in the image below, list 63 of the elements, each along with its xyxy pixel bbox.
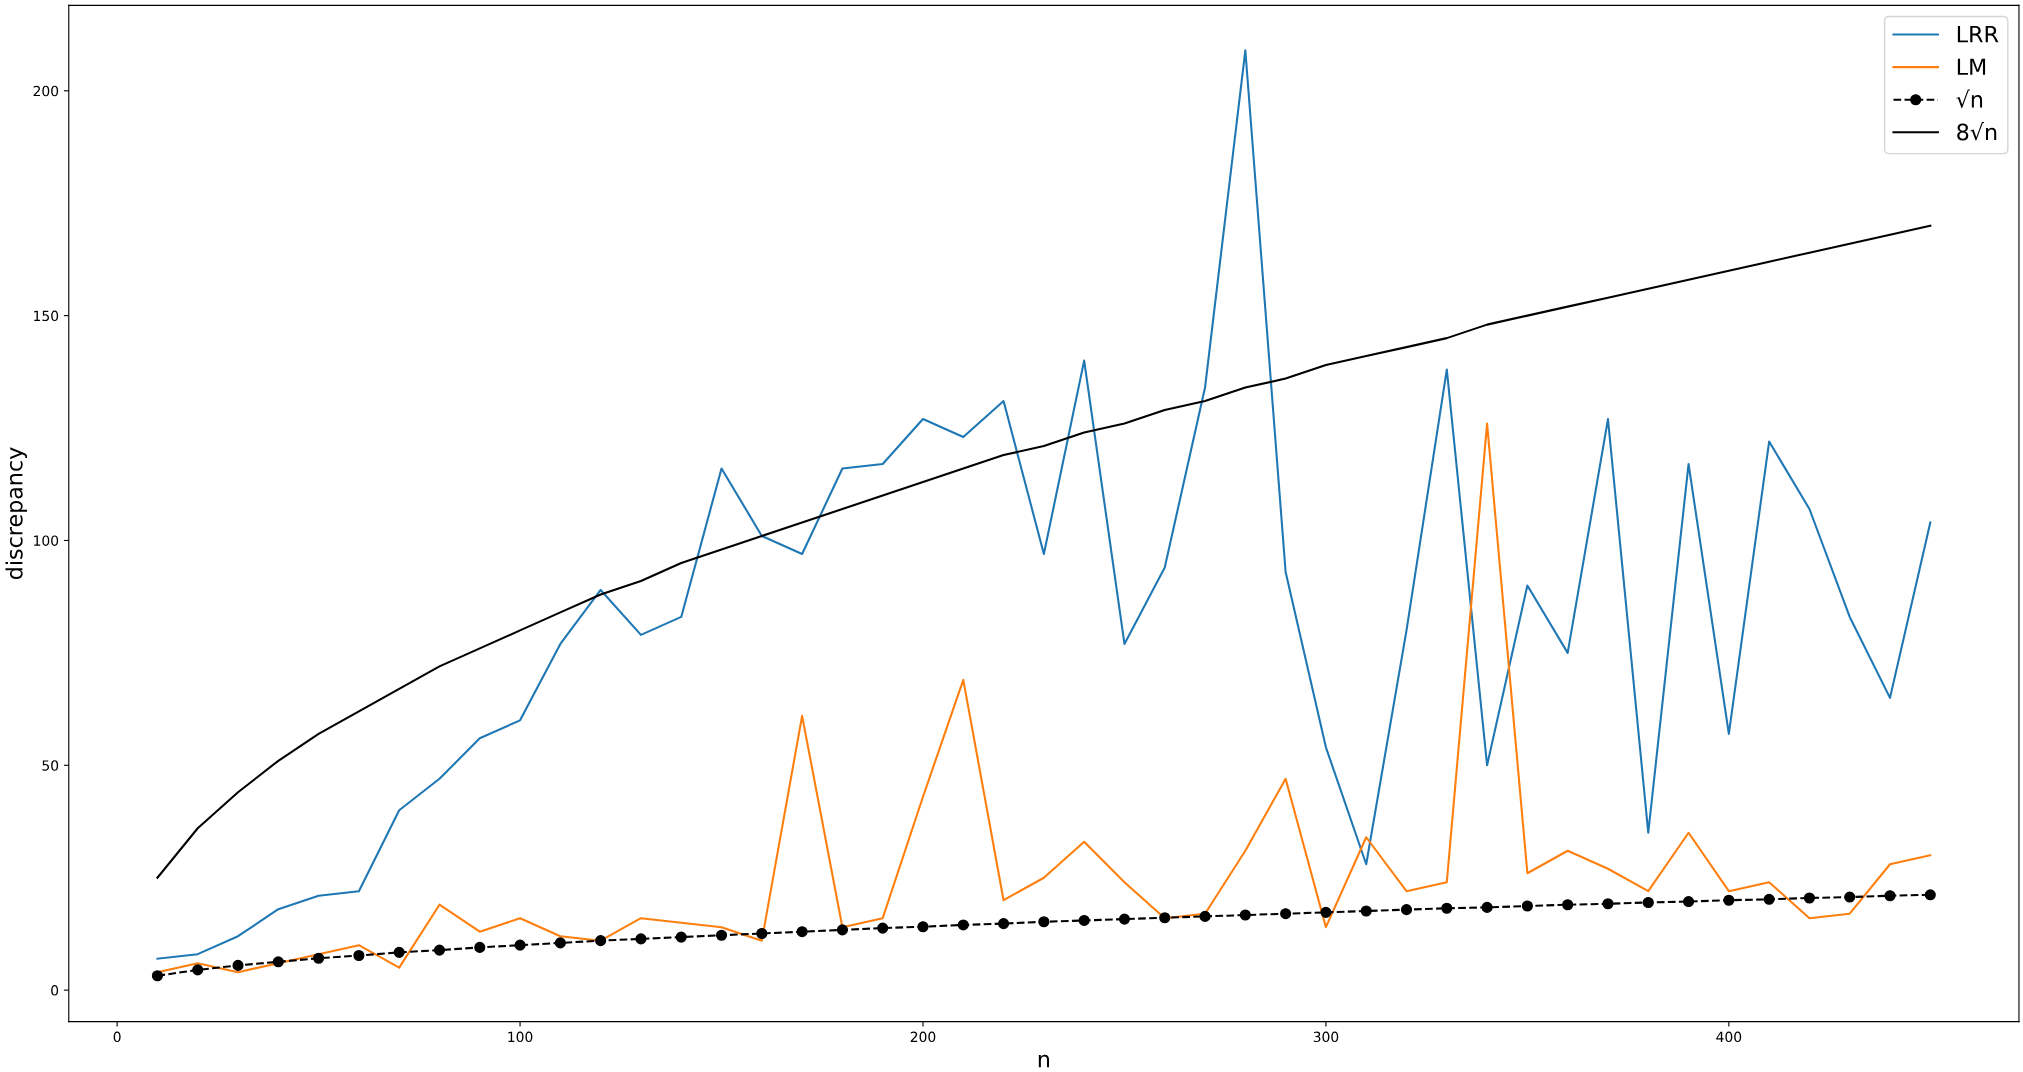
point	[917, 921, 929, 933]
point	[1441, 902, 1453, 914]
point	[1844, 891, 1856, 903]
point	[232, 959, 244, 971]
point	[1199, 910, 1211, 922]
point	[393, 946, 405, 958]
point	[1924, 889, 1936, 901]
point	[1159, 912, 1171, 924]
point	[957, 919, 969, 931]
point	[1562, 899, 1574, 911]
x-tick-label: 0	[113, 1031, 121, 1043]
point	[554, 937, 566, 949]
point	[1118, 913, 1131, 925]
point	[272, 956, 284, 968]
x-tick-label: 100	[508, 1031, 533, 1043]
point	[1360, 905, 1372, 917]
x-tick-label: 300	[1313, 1031, 1339, 1043]
point	[1239, 909, 1251, 921]
point	[675, 931, 687, 943]
point	[836, 924, 848, 936]
point	[1481, 901, 1493, 913]
y-tick-label: 0	[51, 985, 59, 996]
y-tick-label: 150	[34, 310, 59, 322]
point	[192, 964, 204, 976]
point	[635, 933, 647, 945]
point	[474, 941, 486, 953]
point	[877, 922, 889, 934]
point	[353, 949, 365, 962]
x-axis-title: n	[1038, 1054, 1050, 1068]
point	[1642, 896, 1654, 909]
point	[595, 935, 607, 947]
point	[998, 918, 1010, 930]
legend-label: LM	[1957, 58, 1986, 75]
point	[1280, 908, 1292, 920]
line-series	[156, 224, 1932, 879]
point	[1803, 892, 1815, 904]
line-series	[156, 49, 1932, 960]
point	[151, 970, 163, 982]
point	[1038, 916, 1050, 928]
legend-label: 8√n	[1957, 122, 1997, 141]
y-axis-title: discrepancy	[5, 447, 27, 580]
y-tick-label: 100	[34, 535, 59, 546]
point	[1682, 895, 1695, 908]
legend-label: √n	[1956, 89, 1983, 108]
point	[1400, 904, 1413, 916]
point	[1884, 890, 1896, 902]
point	[715, 929, 728, 941]
point	[1602, 898, 1614, 910]
point	[514, 939, 526, 951]
point	[1078, 914, 1090, 926]
point	[313, 952, 325, 964]
point	[1320, 906, 1332, 918]
y-tick-label: 200	[33, 85, 59, 97]
y-tick-label: 50	[42, 760, 59, 771]
legend-label: LRR	[1957, 26, 1999, 43]
point	[756, 927, 768, 940]
point	[433, 944, 446, 956]
point	[1521, 900, 1533, 912]
point	[796, 926, 808, 938]
point	[1763, 893, 1775, 905]
x-tick-label: 200	[910, 1031, 936, 1043]
x-tick-label: 400	[1716, 1031, 1742, 1043]
point	[1723, 894, 1735, 906]
